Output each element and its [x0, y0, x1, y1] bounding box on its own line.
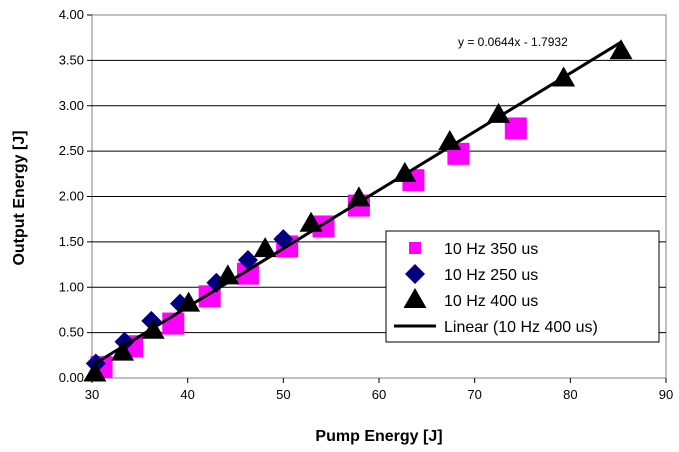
legend-label: 10 Hz 250 us	[444, 267, 538, 284]
data-point	[487, 102, 511, 123]
legend-label: 10 Hz 350 us	[444, 241, 538, 258]
y-axis-ticks: 0.00 0.50 1.00 1.50 2.00 2.50 3.00 3.50 4.00	[59, 7, 92, 385]
data-point	[111, 340, 135, 361]
data-point	[177, 291, 201, 312]
data-point	[237, 250, 258, 271]
x-tick-label: 90	[659, 387, 673, 402]
y-tick-label: 4.00	[59, 7, 84, 22]
x-tick-label: 50	[276, 387, 290, 402]
data-point	[83, 361, 107, 382]
legend-diamond-swatch	[405, 264, 425, 284]
y-tick-label: 2.50	[59, 143, 84, 158]
legend-item-linear-10-hz-400-us: Linear (10 Hz 400 us)	[394, 319, 598, 336]
legend: 10 Hz 350 us 10 Hz 250 us 10 Hz 400 us Line…	[385, 230, 660, 343]
legend-square-swatch	[409, 242, 421, 254]
data-point	[504, 117, 527, 140]
legend-item-10-hz-250-us: 10 Hz 250 us	[405, 264, 538, 284]
x-tick-label: 80	[563, 387, 577, 402]
legend-label: 10 Hz 400 us	[444, 293, 538, 310]
y-tick-label: 3.00	[59, 98, 84, 113]
y-tick-label: 1.50	[59, 234, 84, 249]
series-layer	[83, 39, 633, 382]
y-tick-label: 0.00	[59, 370, 84, 385]
x-axis-title: Pump Energy [J]	[315, 428, 442, 445]
data-point	[609, 39, 633, 60]
data-point	[347, 186, 371, 207]
legend-item-10-hz-350-us: 10 Hz 350 us	[409, 241, 538, 258]
y-tick-label: 0.50	[59, 325, 84, 340]
series-10-hz-400-us	[83, 39, 633, 382]
y-tick-label: 3.50	[59, 52, 84, 67]
x-tick-label: 70	[467, 387, 481, 402]
y-axis-title: Output Energy [J]	[11, 130, 28, 265]
y-tick-label: 2.00	[59, 189, 84, 204]
x-tick-label: 30	[85, 387, 99, 402]
legend-label: Linear (10 Hz 400 us)	[444, 319, 598, 336]
data-point	[253, 237, 277, 258]
trendline-equation: y = 0.0644x - 1.7932	[458, 35, 568, 49]
y-tick-label: 1.00	[59, 279, 84, 294]
legend-item-10-hz-400-us: 10 Hz 400 us	[403, 288, 538, 310]
legend-triangle-swatch	[403, 288, 427, 308]
x-tick-label: 40	[180, 387, 194, 402]
trendline	[94, 40, 622, 365]
legend-box	[385, 230, 660, 343]
x-tick-label: 60	[372, 387, 386, 402]
x-axis-ticks: 30 40 50 60 70 80 90	[85, 378, 673, 402]
